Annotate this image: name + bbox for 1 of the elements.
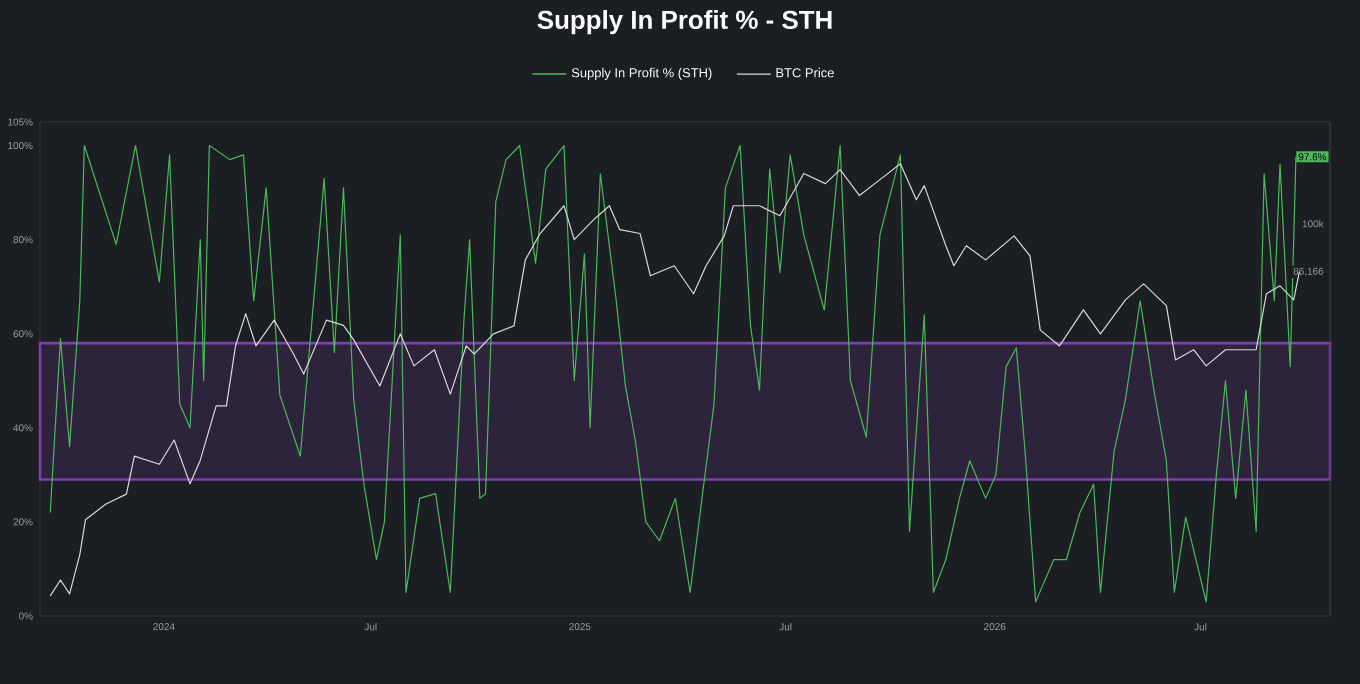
chart-title: Supply In Profit % - STH bbox=[537, 10, 832, 35]
